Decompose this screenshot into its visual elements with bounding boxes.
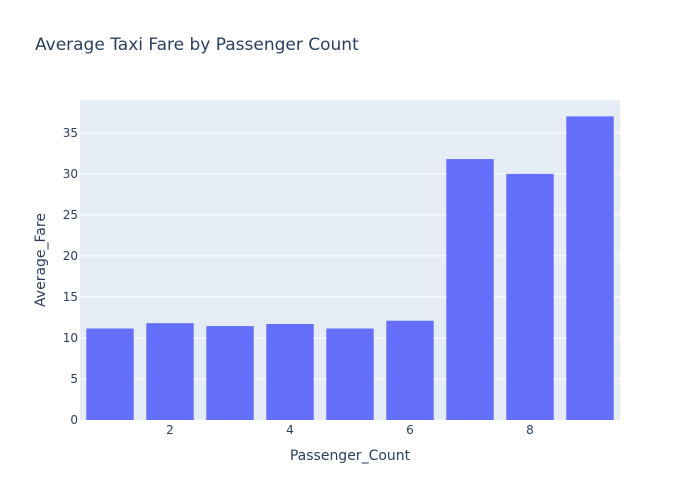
y-tick-label: 25 [63, 208, 78, 222]
x-tick-labels: 2 4 6 8 [166, 423, 534, 437]
bar-passenger-8 [506, 173, 554, 420]
x-axis-title: Passenger_Count [290, 448, 411, 464]
bar-passenger-6 [386, 320, 434, 420]
bar-passenger-2 [146, 323, 194, 420]
x-tick-label: 2 [166, 423, 174, 437]
y-tick-labels: 0 5 10 15 20 25 30 35 [63, 126, 78, 427]
y-tick-label: 10 [63, 331, 78, 345]
chart-title: Average Taxi Fare by Passenger Count [35, 35, 359, 55]
x-tick-label: 8 [526, 423, 534, 437]
y-tick-label: 20 [63, 249, 78, 263]
y-tick-label: 0 [70, 413, 78, 427]
y-tick-label: 15 [63, 290, 78, 304]
y-tick-label: 30 [63, 167, 78, 181]
bar-passenger-4 [266, 324, 314, 420]
y-tick-label: 5 [70, 372, 78, 386]
bar-passenger-5 [326, 328, 374, 420]
y-tick-label: 35 [63, 126, 78, 140]
bar-passenger-9 [566, 116, 614, 421]
y-axis-title: Average_Fare [33, 213, 49, 307]
bar-passenger-1 [86, 328, 134, 420]
bar-passenger-7 [446, 159, 494, 421]
x-tick-label: 6 [406, 423, 414, 437]
x-tick-label: 4 [286, 423, 294, 437]
bar-passenger-3 [206, 326, 254, 420]
bars [86, 116, 614, 421]
